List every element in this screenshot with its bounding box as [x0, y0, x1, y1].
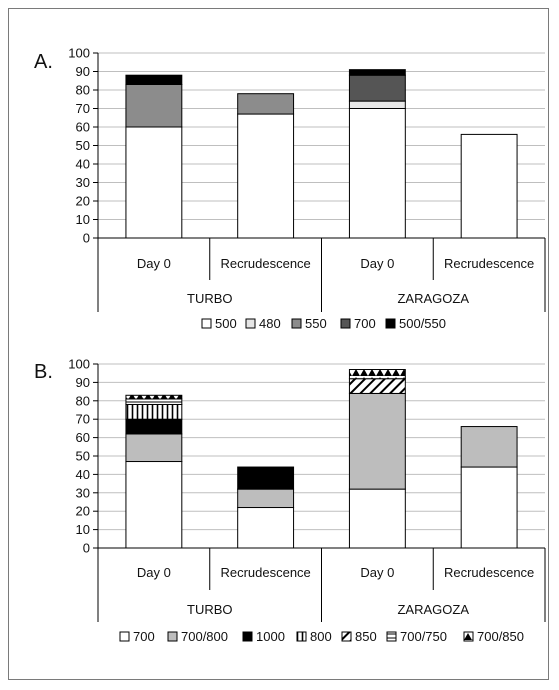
bar-segment-500-550: [348, 69, 406, 76]
category-label: Recrudescence: [220, 256, 310, 271]
bar-segment-550: [125, 83, 183, 128]
y-tick-label: 10: [76, 522, 90, 537]
bar-segment-700-800: [125, 433, 183, 463]
bar-segment-850: [348, 378, 406, 394]
legend-label: 700/800: [181, 629, 228, 644]
category-label: Day 0: [137, 256, 171, 271]
y-tick-label: 30: [76, 175, 90, 190]
y-tick-label: 100: [68, 46, 90, 61]
panel-label: B.: [34, 361, 53, 383]
category-label: Day 0: [137, 565, 171, 580]
y-tick-label: 60: [76, 430, 90, 445]
legend-swatch: [119, 631, 130, 642]
y-tick-label: 80: [76, 83, 90, 98]
category-label: Day 0: [360, 256, 394, 271]
legend-label: 850: [355, 629, 377, 644]
bar-segment-1000: [237, 466, 295, 490]
y-tick-label: 90: [76, 375, 90, 390]
legend-swatch: [245, 318, 256, 329]
legend-label: 480: [259, 316, 281, 331]
legend-label: 700: [354, 316, 376, 331]
legend-swatch: [340, 318, 351, 329]
legend-label: 700: [133, 629, 155, 644]
legend-swatch: [201, 318, 212, 329]
group-label: TURBO: [187, 602, 233, 617]
legend-label: 1000: [256, 629, 285, 644]
bar-segment-700-800: [460, 426, 518, 468]
group-label: TURBO: [187, 291, 233, 306]
bar-segment-700-850: [125, 394, 183, 400]
legend-swatch: [386, 631, 397, 642]
y-tick-label: 10: [76, 212, 90, 227]
figure-frame: [8, 8, 549, 680]
y-tick-label: 70: [76, 412, 90, 427]
legend-label: 700/850: [477, 629, 524, 644]
bar-segment-700: [348, 488, 406, 549]
y-tick-label: 90: [76, 64, 90, 79]
legend-swatch: [385, 318, 396, 329]
bar-segment-500: [237, 113, 295, 239]
y-tick-label: 50: [76, 138, 90, 153]
bar-segment-700: [237, 507, 295, 549]
legend-swatch: [463, 631, 474, 642]
y-tick-label: 20: [76, 194, 90, 209]
legend-swatch: [242, 631, 253, 642]
y-tick-label: 60: [76, 120, 90, 135]
y-tick-label: 20: [76, 504, 90, 519]
legend-swatch: [341, 631, 352, 642]
y-tick-label: 30: [76, 485, 90, 500]
legend-swatch: [296, 631, 307, 642]
y-tick-label: 0: [83, 541, 90, 556]
category-label: Recrudescence: [220, 565, 310, 580]
group-label: ZARAGOZA: [397, 291, 469, 306]
bar-segment-480: [348, 100, 406, 109]
bar-segment-700-850: [348, 369, 406, 380]
legend-swatch: [167, 631, 178, 642]
y-tick-label: 40: [76, 157, 90, 172]
bar-segment-800: [125, 403, 183, 420]
bar-segment-500: [125, 126, 183, 239]
legend-label: 700/750: [400, 629, 447, 644]
bar-segment-700: [460, 466, 518, 549]
legend-label: 500: [215, 316, 237, 331]
bar-segment-500-550: [125, 74, 183, 85]
bar-segment-550: [237, 93, 295, 115]
y-tick-label: 40: [76, 467, 90, 482]
y-tick-label: 50: [76, 449, 90, 464]
group-label: ZARAGOZA: [397, 602, 469, 617]
bar-segment-700-800: [237, 488, 295, 509]
bar-segment-500: [460, 133, 518, 239]
bar-segment-500: [348, 108, 406, 239]
y-tick-label: 0: [83, 231, 90, 246]
y-tick-label: 100: [68, 357, 90, 372]
bar-segment-700-750: [125, 398, 183, 405]
legend-label: 500/550: [399, 316, 446, 331]
legend-swatch: [291, 318, 302, 329]
bar-segment-700: [125, 461, 183, 549]
legend-label: 550: [305, 316, 327, 331]
category-label: Recrudescence: [444, 256, 534, 271]
category-label: Day 0: [360, 565, 394, 580]
legend-label: 800: [310, 629, 332, 644]
y-tick-label: 80: [76, 393, 90, 408]
bar-segment-700: [348, 74, 406, 102]
category-label: Recrudescence: [444, 565, 534, 580]
bar-segment-1000: [125, 418, 183, 435]
bar-segment-700-800: [348, 392, 406, 490]
y-tick-label: 70: [76, 101, 90, 116]
panel-label: A.: [34, 51, 53, 73]
